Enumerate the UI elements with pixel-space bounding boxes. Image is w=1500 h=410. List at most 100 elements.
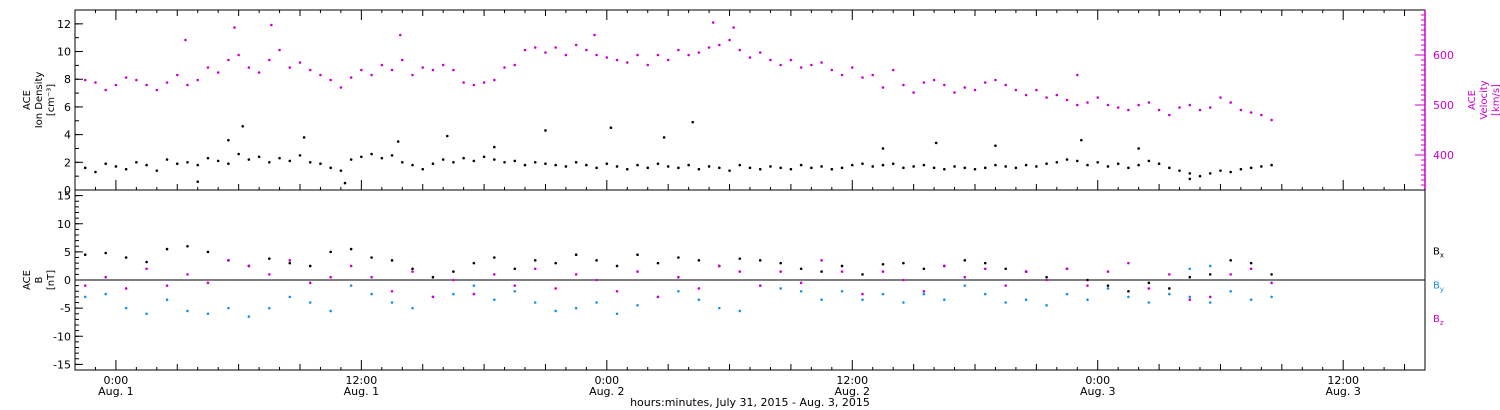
velocity-axis-label-line-1: ACE xyxy=(1467,90,1478,110)
field-point-by xyxy=(943,298,946,301)
velocity-point xyxy=(216,71,220,74)
density-point xyxy=(758,167,762,171)
density-point xyxy=(912,165,915,168)
velocity-point xyxy=(707,46,711,49)
field-point-bx xyxy=(165,247,169,251)
field-axis-label-line-3: [nT] xyxy=(46,270,57,290)
field-point-bz xyxy=(1188,298,1192,301)
density-point xyxy=(186,161,189,164)
field-point-bz xyxy=(411,270,414,273)
density-point xyxy=(104,162,107,165)
velocity-point xyxy=(227,58,230,62)
field-point-by xyxy=(1086,298,1089,301)
field-point-bx xyxy=(1127,289,1130,293)
density-point xyxy=(1147,159,1151,163)
field-point-by xyxy=(1004,301,1007,304)
velocity-point xyxy=(1219,96,1222,99)
velocity-tick-label: 400 xyxy=(1433,149,1454,162)
field-point-bz xyxy=(799,281,803,285)
field-point-bz xyxy=(1270,281,1273,285)
velocity-point xyxy=(398,33,402,37)
field-point-bx xyxy=(370,256,373,259)
field-point-bz xyxy=(1024,270,1028,273)
field-point-by xyxy=(963,284,967,287)
field-point-bx xyxy=(186,244,189,248)
legend-bx: Bx xyxy=(1433,247,1444,260)
density-axis-label-line-1: ACE xyxy=(22,90,33,110)
field-point-bx xyxy=(595,259,598,262)
field-point-by xyxy=(922,292,926,296)
velocity-point xyxy=(820,61,823,64)
field-point-by xyxy=(1024,298,1028,301)
field-point-by xyxy=(533,301,537,304)
density-point xyxy=(1188,177,1192,181)
density-point xyxy=(343,181,347,185)
density-point xyxy=(278,156,281,160)
density-point xyxy=(396,140,400,143)
velocity-point xyxy=(380,63,384,67)
density-point xyxy=(227,162,230,165)
field-point-by xyxy=(1229,289,1232,293)
field-point-bx xyxy=(963,259,967,262)
field-point-by xyxy=(288,295,292,299)
velocity-point xyxy=(1168,113,1171,117)
density-point xyxy=(135,161,138,164)
density-point xyxy=(615,165,619,168)
time-tick-label-hour: 0:00 xyxy=(104,374,129,387)
velocity-point xyxy=(789,58,793,62)
field-point-bz xyxy=(227,259,230,262)
field-point-bz xyxy=(83,284,87,287)
density-point xyxy=(302,136,306,139)
velocity-point xyxy=(595,53,598,57)
field-point-bz xyxy=(861,292,864,296)
density-point xyxy=(738,163,742,167)
field-point-by xyxy=(268,306,271,310)
velocity-point xyxy=(1137,103,1140,107)
velocity-point xyxy=(871,73,875,77)
velocity-point xyxy=(574,43,578,47)
field-point-bz xyxy=(1045,278,1048,282)
velocity-point xyxy=(431,68,435,72)
velocity-point xyxy=(605,56,609,59)
field-point-bx xyxy=(493,256,496,259)
velocity-point xyxy=(1270,118,1273,122)
velocity-point xyxy=(298,61,302,64)
density-point xyxy=(544,162,547,165)
velocity-point xyxy=(288,66,292,69)
density-tick-label: 4 xyxy=(64,129,71,142)
time-tick-label-hour: 0:00 xyxy=(594,374,619,387)
velocity-point xyxy=(349,76,353,79)
density-point xyxy=(1157,162,1161,165)
density-point xyxy=(411,163,414,167)
density-point xyxy=(1239,167,1243,171)
velocity-point xyxy=(247,66,251,69)
field-point-bz xyxy=(615,289,619,293)
density-point xyxy=(769,165,772,168)
density-point xyxy=(380,156,384,160)
field-point-by xyxy=(411,306,414,310)
field-point-by xyxy=(513,289,517,293)
velocity-point xyxy=(779,63,782,67)
field-legend: Bx By Bz xyxy=(1433,247,1444,328)
field-point-bx xyxy=(104,251,107,255)
velocity-point xyxy=(1024,93,1028,97)
field-point-bx xyxy=(1106,284,1110,287)
velocity-point xyxy=(196,78,200,82)
velocity-point xyxy=(1045,96,1048,99)
field-point-bx xyxy=(1147,281,1151,285)
velocity-point xyxy=(370,73,373,77)
field-point-bz xyxy=(574,273,578,276)
field-point-by xyxy=(1106,287,1110,290)
velocity-point xyxy=(585,48,588,52)
velocity-point xyxy=(1157,108,1161,112)
density-point xyxy=(319,162,322,165)
density-point xyxy=(1055,161,1059,164)
field-point-bx xyxy=(758,259,762,262)
density-point xyxy=(124,167,128,171)
field-component-points xyxy=(83,244,1273,318)
density-point xyxy=(728,169,731,172)
density-point xyxy=(943,167,946,171)
velocity-point xyxy=(270,23,273,27)
field-point-by xyxy=(1208,301,1212,304)
field-point-bx xyxy=(390,259,394,262)
